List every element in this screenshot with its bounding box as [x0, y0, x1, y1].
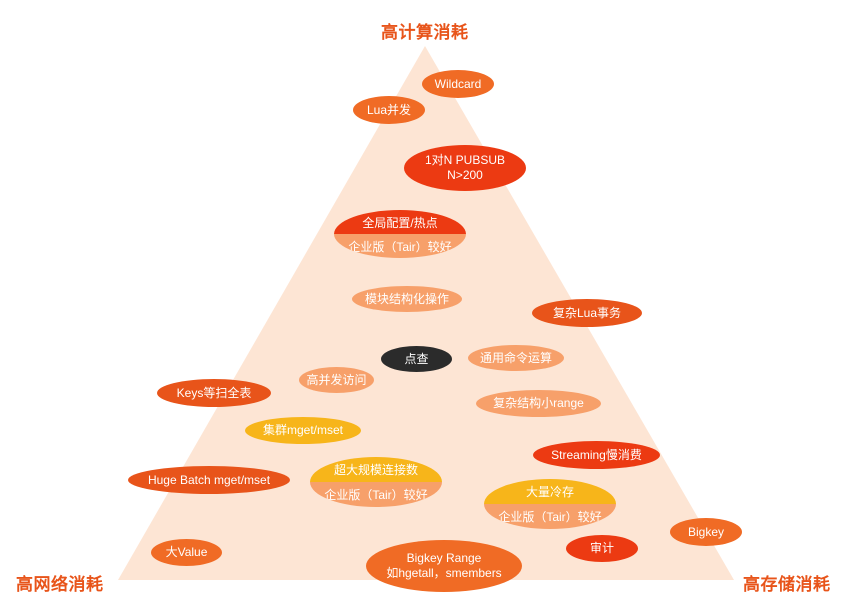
bubble-pubsub-line2: N>200 — [447, 168, 483, 182]
bubble-bigkey-range: Bigkey Range 如hgetall，smembers — [366, 540, 522, 592]
bubble-huge-batch: Huge Batch mget/mset — [128, 466, 290, 494]
bubble-streaming: Streaming慢消费 — [533, 441, 660, 469]
bubble-global-config: 全局配置/热点 企业版（Tair）较好 — [334, 210, 466, 258]
bubble-bigkey-range-line1: Bigkey Range — [406, 551, 482, 565]
bubble-big-value-text: 大Value — [165, 545, 208, 559]
bubble-general-cmd: 通用命令运算 — [468, 345, 564, 371]
bubble-module-ops-text: 模块结构化操作 — [364, 291, 449, 306]
bubble-general-cmd-text: 通用命令运算 — [479, 350, 552, 365]
bubble-complex-range-text: 复杂结构小range — [493, 396, 584, 410]
bubble-streaming-text: Streaming慢消费 — [551, 447, 642, 462]
corner-label-high-storage: 高存储消耗 — [743, 575, 831, 594]
bubble-bigkey: Bigkey — [670, 518, 742, 546]
corner-label-high-network: 高网络消耗 — [16, 575, 104, 594]
bubble-big-value: 大Value — [151, 539, 222, 566]
bubble-cluster-mget-text: 集群mget/mset — [262, 423, 344, 437]
bubble-wildcard-text: Wildcard — [434, 76, 482, 91]
bubble-bigkey-range-line2: 如hgetall，smembers — [386, 566, 502, 580]
bubble-wildcard: Wildcard — [422, 70, 494, 98]
bubble-pubsub: 1对N PUBSUB N>200 — [404, 145, 526, 191]
bubble-large-connections: 超大规模连接数 企业版（Tair）较好 — [310, 457, 442, 507]
bubble-bigkey-text: Bigkey — [687, 524, 725, 539]
bubble-complex-range: 复杂结构小range — [476, 390, 601, 417]
bubble-complex-lua-text: 复杂Lua事务 — [552, 305, 622, 320]
bubble-lua-concurrency: Lua并发 — [353, 96, 425, 124]
bubble-high-concurrency: 高并发访问 — [299, 367, 374, 393]
bubble-complex-lua: 复杂Lua事务 — [532, 299, 642, 327]
bubble-module-ops: 模块结构化操作 — [352, 286, 462, 312]
bubble-point-query: 点查 — [381, 346, 452, 372]
bubble-high-concurrency-text: 高并发访问 — [306, 372, 367, 387]
bubble-pubsub-line1: 1对N PUBSUB — [424, 153, 506, 167]
bubble-audit: 审计 — [566, 535, 638, 562]
bubble-point-query-text: 点查 — [404, 351, 429, 366]
bubble-huge-batch-text: Huge Batch mget/mset — [147, 472, 271, 487]
bubble-lua-concurrency-text: Lua并发 — [366, 102, 412, 117]
bubble-audit-text: 审计 — [589, 541, 614, 555]
bubble-keys-scan: Keys等扫全表 — [157, 379, 271, 407]
corner-label-high-compute: 高计算消耗 — [381, 23, 469, 42]
bubble-cluster-mget: 集群mget/mset — [245, 417, 361, 444]
bubble-keys-scan-text: Keys等扫全表 — [176, 385, 252, 400]
bubble-cold-storage: 大量冷存 企业版（Tair）较好 — [484, 479, 616, 529]
